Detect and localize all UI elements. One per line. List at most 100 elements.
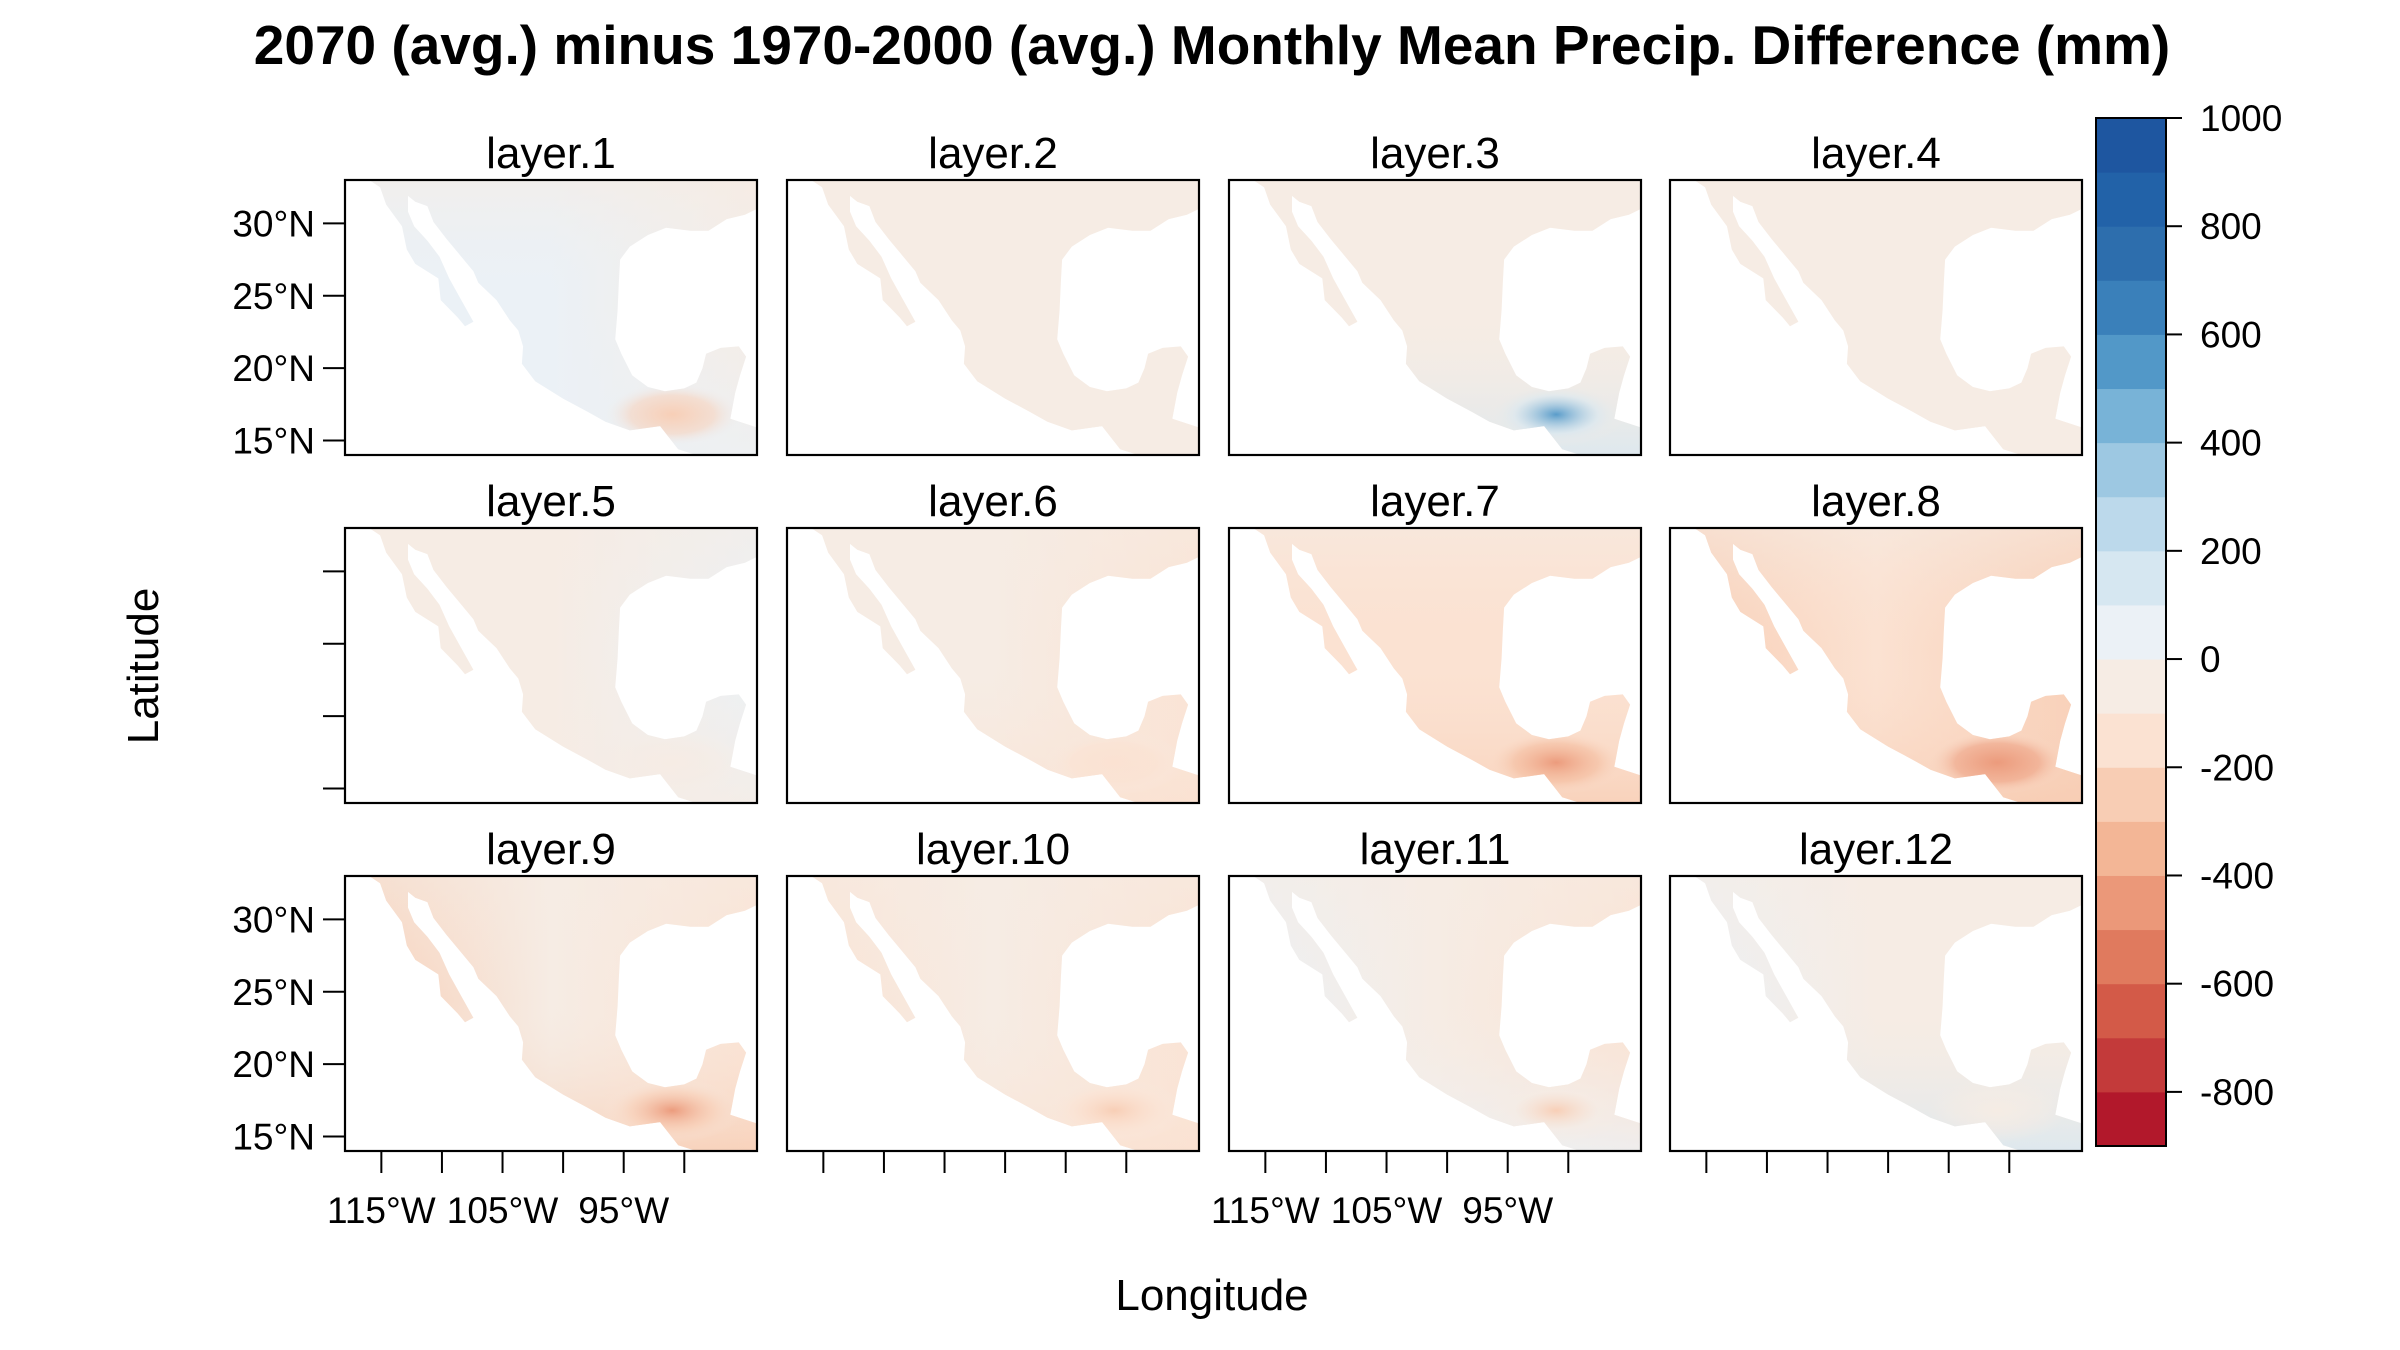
longitude-axis: 115°W 105°W 95°W 115°W 105°W 95°W <box>327 1151 2011 1231</box>
map-panel: layer.1 <box>343 129 759 457</box>
land-fill <box>345 528 757 803</box>
lon-tick-label: 115°W <box>1211 1190 1320 1231</box>
colorbar-swatch <box>2096 713 2166 768</box>
colorbar-swatch <box>2096 1091 2166 1147</box>
colorbar-swatch <box>2096 767 2166 822</box>
map-panel: layer.7 <box>1227 477 1643 805</box>
panel-title: layer.4 <box>1811 129 1941 178</box>
colorbar-frame <box>2095 117 2167 1147</box>
colorbar-tick-label: 200 <box>2200 531 2262 572</box>
colorbar-swatch <box>2096 442 2166 498</box>
panel-title: layer.10 <box>916 825 1070 874</box>
panel-title: layer.8 <box>1811 477 1941 526</box>
lat-tick-label: 25°N <box>232 972 315 1013</box>
chart-title: 2070 (avg.) minus 1970-2000 (avg.) Month… <box>254 14 2170 76</box>
panel-title: layer.11 <box>1360 825 1511 874</box>
map-panel: layer.6 <box>785 477 1201 805</box>
precip-hotspot <box>602 382 743 447</box>
precip-hotspot <box>602 1078 743 1143</box>
lon-tick-label: 95°W <box>1462 1190 1553 1231</box>
land-fill <box>1670 528 2082 803</box>
panel-frame <box>343 874 759 1153</box>
land-fill <box>345 876 757 1151</box>
colorbar-swatch <box>2096 334 2166 390</box>
panel-frame <box>1668 178 2084 457</box>
panel-frame <box>1227 874 1643 1153</box>
precip-hotspot <box>1927 382 2068 447</box>
colorbar-tick-label: -200 <box>2200 747 2274 788</box>
precip-hotspot <box>1486 1078 1627 1143</box>
colorbar-tick-label: 0 <box>2200 639 2221 680</box>
map-panel: layer.12 <box>1668 825 2084 1153</box>
colorbar: -800 -600 -400 -200 0 200 400 600 800 1000 <box>2095 98 2282 1147</box>
lat-tick-label: 20°N <box>232 348 315 389</box>
colorbar-tick-label: -800 <box>2200 1072 2274 1113</box>
lat-tick-label: 15°N <box>232 421 315 462</box>
map-panel: layer.9 <box>343 825 759 1153</box>
colorbar-tick-label: -600 <box>2200 964 2274 1005</box>
precip-hotspot <box>1927 730 2068 795</box>
land-fill <box>1229 180 1641 455</box>
precip-hotspot <box>1044 382 1185 447</box>
panel-frame <box>1668 526 2084 805</box>
land-fill <box>1670 876 2082 1151</box>
colorbar-swatch <box>2096 280 2166 335</box>
lat-tick-label: 25°N <box>232 276 315 317</box>
lon-tick-label: 95°W <box>578 1190 669 1231</box>
precip-hotspot <box>1044 1078 1185 1143</box>
precip-hotspot <box>1927 1078 2068 1143</box>
colorbar-swatch <box>2096 550 2166 606</box>
map-panel: layer.10 <box>785 825 1201 1153</box>
colorbar-tick-label: 400 <box>2200 423 2262 464</box>
panel-title: layer.7 <box>1370 477 1500 526</box>
precip-hotspot <box>1486 382 1627 447</box>
colorbar-swatch <box>2096 983 2166 1039</box>
colorbar-tick-label: 1000 <box>2200 98 2282 139</box>
colorbar-tick-label: 800 <box>2200 206 2262 247</box>
y-axis-label: Latitude <box>119 588 168 745</box>
lat-tick-label: 30°N <box>232 899 315 940</box>
land-fill <box>345 180 757 455</box>
panel-frame <box>785 874 1201 1153</box>
colorbar-swatch <box>2096 118 2166 173</box>
land-fill <box>787 180 1199 455</box>
map-panel: layer.2 <box>785 129 1201 457</box>
colorbar-swatch <box>2096 875 2166 931</box>
precip-hotspot <box>1486 730 1627 795</box>
colorbar-swatch <box>2096 604 2166 660</box>
panel-title: layer.2 <box>928 129 1058 178</box>
colorbar-swatch <box>2096 821 2166 876</box>
panel-frame <box>1668 874 2084 1153</box>
lon-tick-label: 105°W <box>447 1190 559 1231</box>
land-fill <box>1229 876 1641 1151</box>
panel-title: layer.5 <box>486 477 616 526</box>
map-panel: layer.8 <box>1668 477 2084 805</box>
colorbar-tick-label: 600 <box>2200 314 2262 355</box>
panel-title: layer.6 <box>928 477 1058 526</box>
precip-hotspot <box>602 730 743 795</box>
colorbar-swatch <box>2096 388 2166 444</box>
land-fill <box>787 528 1199 803</box>
panel-frame <box>343 178 759 457</box>
x-axis-label: Longitude <box>1115 1271 1308 1320</box>
panel-title: layer.9 <box>486 825 616 874</box>
colorbar-swatch <box>2096 929 2166 985</box>
lat-tick-label: 20°N <box>232 1044 315 1085</box>
lat-tick-label: 30°N <box>232 203 315 244</box>
map-panel: layer.3 <box>1227 129 1643 457</box>
panel-frame <box>343 526 759 805</box>
panel-title: layer.1 <box>486 129 616 178</box>
precip-hotspot <box>1044 730 1185 795</box>
panel-frame <box>785 178 1201 457</box>
map-panels: layer.1 layer.2 layer.3 layer.4 layer.5 layer… <box>343 129 2084 1153</box>
colorbar-swatch <box>2096 1037 2166 1093</box>
map-panel: layer.5 <box>343 477 759 805</box>
colorbar-swatch <box>2096 659 2166 714</box>
colorbar-swatch <box>2096 172 2166 227</box>
colorbar-swatch <box>2096 496 2166 552</box>
map-panel: layer.11 <box>1227 825 1643 1153</box>
panel-frame <box>785 526 1201 805</box>
lon-tick-label: 105°W <box>1331 1190 1443 1231</box>
panel-title: layer.12 <box>1799 825 1953 874</box>
